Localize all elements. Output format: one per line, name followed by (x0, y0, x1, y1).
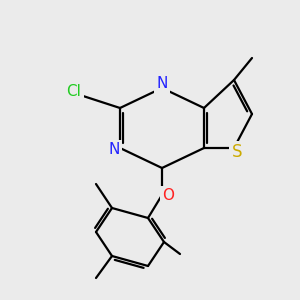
Text: S: S (232, 143, 242, 161)
Text: Cl: Cl (67, 85, 81, 100)
Text: O: O (162, 188, 174, 203)
Text: N: N (156, 76, 168, 91)
Text: N: N (108, 142, 120, 158)
